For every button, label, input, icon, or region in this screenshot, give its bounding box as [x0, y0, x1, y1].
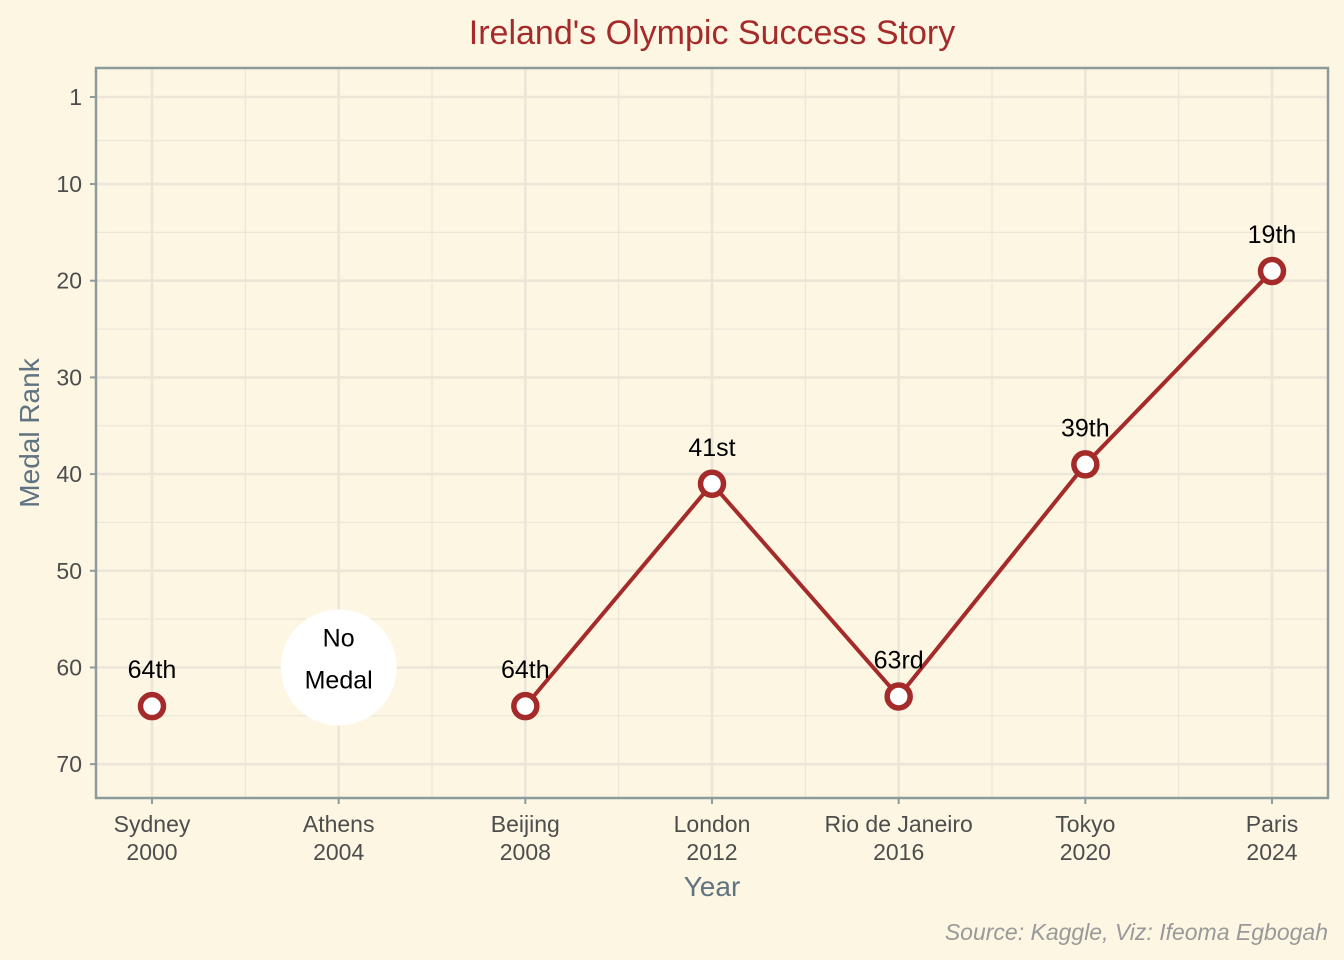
- y-tick-label: 30: [56, 364, 82, 390]
- y-axis-title: Medal Rank: [14, 357, 45, 507]
- x-tick-label-city: Paris: [1246, 811, 1298, 837]
- y-tick-label: 20: [56, 268, 82, 294]
- data-point: [137, 691, 167, 721]
- x-tick-label-year: 2016: [873, 839, 924, 865]
- data-point: [1071, 450, 1100, 479]
- x-tick-label-year: 2004: [313, 839, 364, 865]
- data-point: [697, 469, 727, 499]
- source-caption: Source: Kaggle, Viz: Ifeoma Egbogah: [945, 919, 1328, 945]
- y-tick-label: 10: [56, 171, 82, 197]
- x-tick-label-city: London: [674, 811, 751, 837]
- x-tick-label-city: Tokyo: [1055, 811, 1115, 837]
- data-label: 19th: [1248, 221, 1297, 249]
- y-tick-label: 40: [56, 461, 82, 487]
- y-tick-label: 1: [69, 84, 82, 110]
- x-tick-label-city: Beijing: [491, 811, 560, 837]
- data-label: 64th: [501, 656, 550, 684]
- x-tick-label-year: 2024: [1246, 839, 1297, 865]
- data-label: 39th: [1061, 414, 1110, 442]
- x-tick-label-city: Rio de Janeiro: [825, 811, 973, 837]
- x-tick-label-year: 2000: [126, 839, 177, 865]
- y-tick-label: 50: [56, 558, 82, 584]
- data-label: 64th: [128, 656, 177, 684]
- data-point: [511, 691, 540, 721]
- chart-title: Ireland's Olympic Success Story: [469, 14, 955, 52]
- y-tick-label: 70: [56, 751, 82, 777]
- data-label: 63rd: [874, 646, 924, 674]
- x-tick-label-year: 2008: [500, 839, 551, 865]
- x-tick-label-year: 2012: [686, 839, 737, 865]
- no-medal-marker: [280, 609, 397, 726]
- x-tick-label-city: Sydney: [114, 811, 191, 837]
- data-point: [884, 682, 913, 711]
- no-medal-label: Medal: [305, 666, 373, 694]
- y-tick-label: 60: [56, 654, 82, 680]
- no-medal-label: No: [323, 624, 355, 652]
- x-tick-label-city: Athens: [303, 811, 375, 837]
- x-tick-label-year: 2020: [1060, 839, 1111, 865]
- plot-border: [94, 66, 1330, 800]
- data-label: 41st: [688, 434, 735, 462]
- x-axis-title: Year: [684, 871, 741, 902]
- data-point: [1257, 256, 1287, 286]
